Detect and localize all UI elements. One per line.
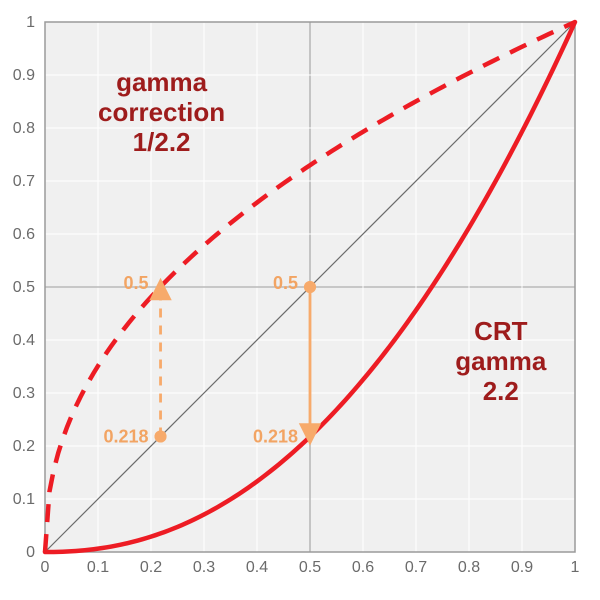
xtick-label: 0.7 — [405, 559, 427, 576]
annotation-left-label-bottom: 0.218 — [103, 426, 148, 446]
ytick-label: 0.8 — [13, 120, 35, 137]
annotation-right-point — [304, 281, 316, 293]
ytick-label: 0.7 — [13, 173, 35, 190]
xtick-label: 0 — [41, 559, 50, 576]
xtick-label: 0.6 — [352, 559, 374, 576]
ytick-label: 0 — [26, 544, 35, 561]
ytick-label: 0.1 — [13, 491, 35, 508]
ytick-label: 0.9 — [13, 67, 35, 84]
xtick-label: 0.2 — [140, 559, 162, 576]
annotation-left-point — [155, 430, 167, 442]
gamma-chart: 00 0.1 0.1 0.2 0.2 0.3 0.3 0.4 0.4 0.5 0.5 0.6 0.6 0.… — [0, 0, 600, 600]
ytick-label: 0.3 — [13, 385, 35, 402]
xtick-label: 0.3 — [193, 559, 215, 576]
xtick-label: 0.9 — [511, 559, 533, 576]
xtick-label: 0.8 — [458, 559, 480, 576]
xtick-label: 0.4 — [246, 559, 268, 576]
xtick-label: 1 — [571, 559, 580, 576]
ytick-label: 1 — [26, 14, 35, 31]
xtick-label: 0.1 — [87, 559, 109, 576]
xtick-label: 0.5 — [299, 559, 321, 576]
ytick-label: 0.6 — [13, 226, 35, 243]
annotation-right-label-bottom: 0.218 — [253, 426, 298, 446]
ytick-label: 0.2 — [13, 438, 35, 455]
annotation-left-label-top: 0.5 — [124, 273, 149, 293]
annotation-right-label-top: 0.5 — [273, 273, 298, 293]
ytick-label: 0.4 — [13, 332, 35, 349]
ytick-label: 0.5 — [13, 279, 35, 296]
